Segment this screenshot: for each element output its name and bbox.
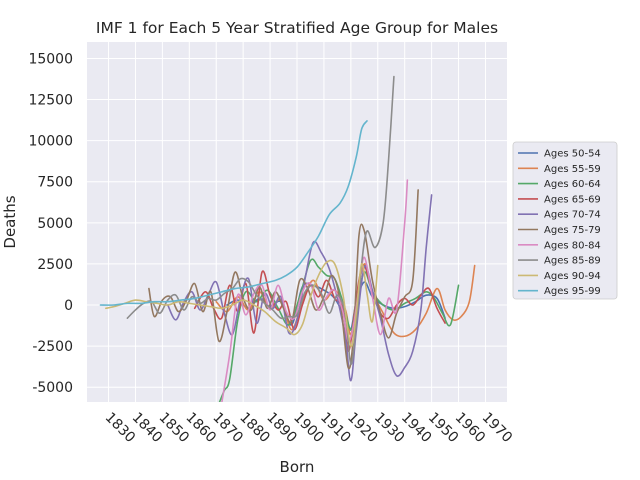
legend-label-ages-65-69: Ages 65-69 xyxy=(544,194,601,205)
legend-label-ages-60-64: Ages 60-64 xyxy=(544,179,601,190)
legend-label-ages-80-84: Ages 80-84 xyxy=(544,240,601,251)
x-axis-label: Born xyxy=(280,458,315,476)
series-line-ages-95-99 xyxy=(99,120,368,306)
legend-label-ages-55-59: Ages 55-59 xyxy=(544,164,601,175)
legend-label-ages-90-94: Ages 90-94 xyxy=(544,271,601,282)
legend-box xyxy=(512,141,618,300)
series-line-ages-85-89 xyxy=(126,75,395,365)
legend-label-ages-75-79: Ages 75-79 xyxy=(544,225,601,236)
y-tick-label: 15000 xyxy=(28,51,73,67)
y-tick-label: 10000 xyxy=(28,134,73,150)
series-line-ages-70-74 xyxy=(166,194,433,382)
y-axis-label: Deaths xyxy=(1,195,19,248)
y-tick-label: -2500 xyxy=(32,339,73,355)
y-tick-label: 0 xyxy=(64,298,73,314)
series-line-ages-65-69 xyxy=(193,264,446,352)
legend-label-ages-95-99: Ages 95-99 xyxy=(544,286,601,297)
y-tick-labels: -5000 -2500 0 2500 5000 7500 10000 12500 15000 xyxy=(28,51,73,396)
series-line-ages-90-94 xyxy=(105,259,379,348)
legend-label-ages-70-74: Ages 70-74 xyxy=(544,210,601,221)
y-tick-label: 5000 xyxy=(37,216,73,232)
y-tick-label: 2500 xyxy=(37,257,73,273)
y-tick-label: 12500 xyxy=(28,93,73,109)
legend: Ages 50-54 Ages 55-59 Ages 60-64 Ages 65-69… xyxy=(512,141,618,300)
legend-label-ages-85-89: Ages 85-89 xyxy=(544,256,601,267)
y-tick-label: -5000 xyxy=(32,380,73,396)
chart-title: IMF 1 for Each 5 Year Stratified Age Gro… xyxy=(96,19,498,37)
y-tick-label: 7500 xyxy=(37,175,73,191)
series-line-ages-75-79 xyxy=(148,189,419,370)
legend-label-ages-50-54: Ages 50-54 xyxy=(544,149,601,160)
series-layer xyxy=(99,75,476,402)
